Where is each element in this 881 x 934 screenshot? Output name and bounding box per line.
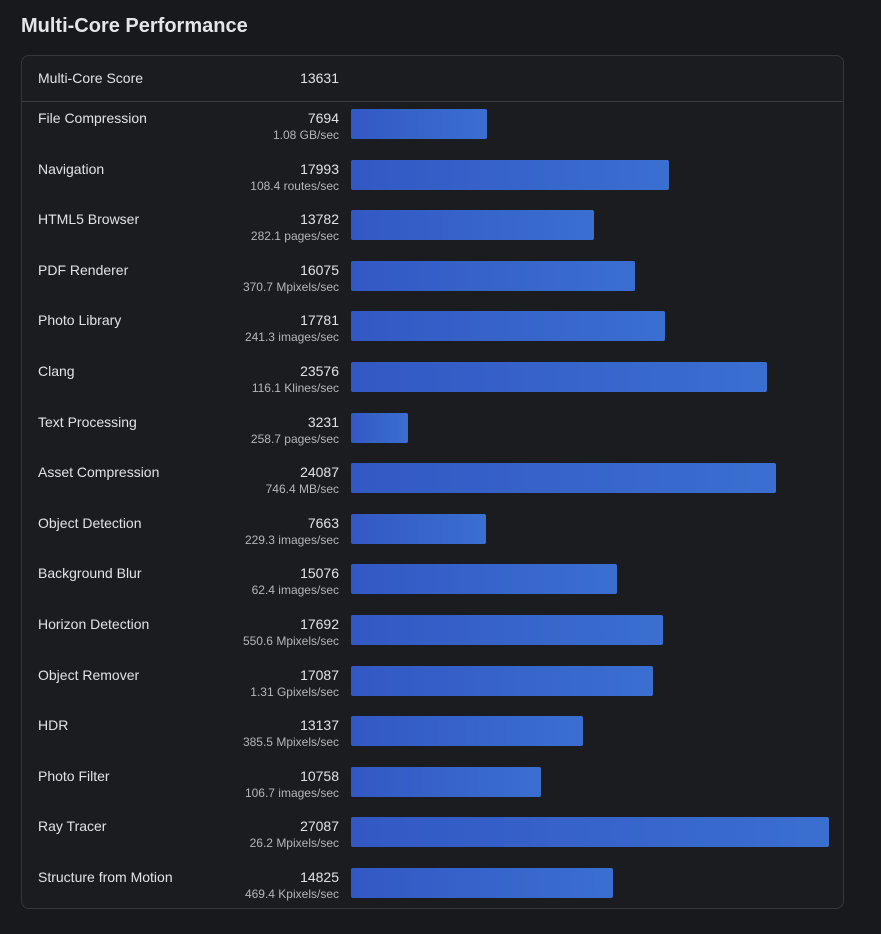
benchmark-bar	[351, 665, 653, 696]
benchmark-row: HTML5 Browser 13782 282.1 pages/sec	[22, 203, 843, 254]
benchmark-bar	[351, 210, 594, 241]
benchmark-row: Object Remover 17087 1.31 Gpixels/sec	[22, 659, 843, 710]
benchmark-name: Photo Library	[38, 312, 122, 329]
benchmark-bar	[351, 109, 487, 139]
benchmark-rate: 116.1 Klines/sec	[251, 380, 339, 395]
benchmark-row: Background Blur 15076 62.4 images/sec	[22, 557, 843, 608]
benchmark-name: Photo Filter	[38, 767, 110, 784]
benchmark-name: Navigation	[38, 160, 105, 177]
benchmark-score: 24087	[300, 464, 339, 481]
benchmark-score: 7694	[307, 110, 339, 126]
benchmark-score: 13137	[300, 717, 339, 734]
benchmark-score: 27087	[300, 818, 339, 835]
benchmark-row: Text Processing 3231 258.7 pages/sec	[22, 406, 843, 457]
benchmark-row: File Compression 7694 1.08 GB/sec	[22, 102, 843, 153]
benchmark-row: Navigation 17993 108.4 routes/sec	[22, 153, 843, 204]
benchmark-rate: 1.08 GB/sec	[272, 128, 339, 142]
benchmark-bar	[351, 311, 665, 342]
benchmark-bar	[351, 260, 635, 291]
benchmark-bar	[351, 361, 767, 392]
benchmark-row: Object Detection 7663 229.3 images/sec	[22, 507, 843, 558]
benchmark-rate: 229.3 images/sec	[244, 532, 339, 547]
summary-label: Multi-Core Score	[38, 70, 144, 86]
benchmark-row: Photo Library 17781 241.3 images/sec	[22, 304, 843, 355]
benchmark-row: Clang 23576 116.1 Klines/sec	[22, 355, 843, 406]
benchmark-score: 17087	[300, 666, 339, 683]
benchmark-score: 10758	[300, 767, 339, 784]
benchmark-row: Structure from Motion 14825 469.4 Kpixels/…	[22, 861, 843, 912]
benchmark-name: Background Blur	[38, 565, 142, 582]
benchmark-bar	[351, 564, 617, 595]
benchmark-row: Asset Compression 24087 746.4 MB/sec	[22, 456, 843, 507]
benchmark-bar	[351, 159, 669, 190]
benchmark-rate: 282.1 pages/sec	[250, 229, 339, 244]
benchmark-rate: 241.3 images/sec	[244, 330, 339, 345]
benchmark-rate: 62.4 images/sec	[251, 583, 339, 598]
benchmark-rate: 258.7 pages/sec	[250, 431, 339, 446]
benchmark-bar	[351, 412, 408, 443]
benchmark-name: Clang	[38, 362, 75, 379]
benchmark-name: File Compression	[38, 110, 147, 126]
benchmark-rate: 108.4 routes/sec	[250, 178, 339, 193]
benchmark-name: Asset Compression	[38, 464, 160, 481]
benchmark-row: PDF Renderer 16075 370.7 Mpixels/sec	[22, 254, 843, 305]
benchmark-row: HDR 13137 385.5 Mpixels/sec	[22, 709, 843, 760]
benchmark-name: Object Remover	[38, 666, 140, 683]
benchmark-name: Structure from Motion	[38, 868, 173, 885]
benchmark-score: 13782	[300, 211, 339, 228]
benchmark-name: HTML5 Browser	[38, 211, 140, 228]
benchmark-name: Ray Tracer	[38, 818, 107, 835]
benchmark-score: 14825	[300, 868, 339, 885]
benchmark-row: Photo Filter 10758 106.7 images/sec	[22, 760, 843, 811]
benchmark-score: 17993	[300, 160, 339, 177]
benchmark-score: 17781	[300, 312, 339, 329]
benchmark-score: 15076	[300, 565, 339, 582]
benchmark-bar	[351, 867, 613, 898]
benchmark-list: File Compression 7694 1.08 GB/sec Navigatio…	[22, 102, 843, 912]
benchmark-row: Horizon Detection 17692 550.6 Mpixels/sec	[22, 608, 843, 659]
benchmark-rate: 469.4 Kpixels/sec	[244, 886, 339, 901]
benchmark-rate: 550.6 Mpixels/sec	[242, 633, 339, 648]
benchmark-name: HDR	[38, 717, 69, 734]
benchmark-score: 3231	[307, 413, 339, 430]
benchmark-name: Horizon Detection	[38, 615, 150, 632]
benchmark-rate: 746.4 MB/sec	[265, 482, 339, 497]
benchmark-score: 23576	[300, 362, 339, 379]
results-panel: Multi-Core Score 13631 File Compression 7…	[21, 55, 844, 909]
benchmark-score: 16075	[300, 261, 339, 278]
benchmark-bar	[351, 817, 829, 848]
benchmark-rate: 106.7 images/sec	[244, 785, 339, 800]
benchmark-name: Object Detection	[38, 514, 142, 531]
benchmark-rate: 385.5 Mpixels/sec	[242, 735, 339, 750]
benchmark-bar	[351, 513, 486, 544]
benchmark-bar	[351, 463, 776, 494]
summary-value: 13631	[300, 70, 339, 86]
benchmark-score: 17692	[300, 615, 339, 632]
benchmark-rate: 370.7 Mpixels/sec	[242, 279, 339, 294]
benchmark-bar	[351, 716, 583, 747]
benchmark-name: Text Processing	[38, 413, 137, 430]
benchmark-rate: 1.31 Gpixels/sec	[250, 684, 339, 699]
benchmark-row: Ray Tracer 27087 26.2 Mpixels/sec	[22, 810, 843, 861]
benchmark-bar	[351, 766, 541, 797]
summary-row: Multi-Core Score 13631	[22, 56, 843, 102]
benchmark-score: 7663	[307, 514, 339, 531]
benchmark-rate: 26.2 Mpixels/sec	[249, 836, 339, 851]
benchmark-name: PDF Renderer	[38, 261, 129, 278]
page-title: Multi-Core Performance	[21, 15, 248, 37]
benchmark-bar	[351, 614, 663, 645]
